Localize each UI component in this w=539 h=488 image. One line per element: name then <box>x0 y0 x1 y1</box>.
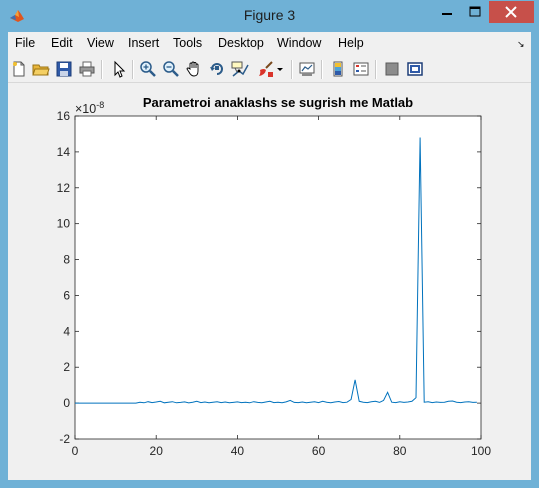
pan-hand-icon[interactable] <box>185 60 203 78</box>
axes-box[interactable] <box>74 115 482 440</box>
maximize-icon <box>469 6 481 17</box>
menu-tools[interactable]: Tools <box>173 36 203 50</box>
brush-dropdown-icon[interactable] <box>275 60 285 78</box>
window-title: Figure 3 <box>243 7 296 23</box>
toolbar-separator <box>375 60 377 79</box>
y-tick-label: -2 <box>59 432 70 446</box>
y-tick-label: 4 <box>63 324 70 338</box>
menu-help[interactable]: Help <box>338 36 364 50</box>
x-tick-label: 0 <box>72 444 79 458</box>
x-tick-label: 60 <box>312 444 326 458</box>
maximize-button[interactable] <box>461 1 489 23</box>
close-icon <box>505 6 517 18</box>
menu-insert[interactable]: Insert <box>128 36 160 50</box>
title-bar[interactable]: Figure 3 <box>0 0 539 32</box>
menu-edit[interactable]: Edit <box>51 36 73 50</box>
y-exponent-label: ×10-8 <box>75 100 104 116</box>
menu-bar: File Edit View Insert Tools Desktop Wind… <box>8 32 531 56</box>
toolbar-separator <box>132 60 134 79</box>
x-tick-label: 80 <box>393 444 407 458</box>
open-file-icon[interactable] <box>32 60 50 78</box>
minimize-button[interactable] <box>433 1 461 23</box>
edit-plot-arrow-icon[interactable] <box>110 60 128 78</box>
close-button[interactable] <box>489 1 534 23</box>
y-tick-label: 8 <box>63 253 70 267</box>
x-tick-label: 100 <box>471 444 491 458</box>
save-icon[interactable] <box>55 60 73 78</box>
menu-file[interactable]: File <box>15 36 36 50</box>
y-tick-label: 14 <box>57 145 71 159</box>
zoom-in-icon[interactable] <box>139 60 157 78</box>
menu-desktop[interactable]: Desktop <box>218 36 264 50</box>
colorbar-icon[interactable] <box>329 60 347 78</box>
menu-window[interactable]: Window <box>277 36 322 50</box>
x-axis: 0 20 40 60 80 100 <box>72 116 491 458</box>
toolbar-separator <box>321 60 323 79</box>
y-tick-label: 16 <box>57 109 71 123</box>
zoom-out-icon[interactable] <box>162 60 180 78</box>
toolbar-separator <box>101 60 103 79</box>
show-plot-tools-icon[interactable] <box>406 60 424 78</box>
matlab-logo-icon <box>10 10 24 22</box>
y-axis: -2 0 2 4 6 8 10 12 14 16 <box>57 109 481 446</box>
data-cursor-icon[interactable] <box>231 60 249 78</box>
figure-toolbar <box>8 56 531 83</box>
link-plot-icon[interactable] <box>298 60 316 78</box>
x-tick-label: 20 <box>150 444 164 458</box>
y-tick-label: 6 <box>63 288 70 302</box>
menu-view[interactable]: View <box>87 36 114 50</box>
print-icon[interactable] <box>78 60 96 78</box>
legend-icon[interactable] <box>352 60 370 78</box>
x-tick-label: 40 <box>231 444 245 458</box>
dock-arrow-icon[interactable]: ↘ <box>517 39 525 49</box>
hide-plot-tools-icon[interactable] <box>383 60 401 78</box>
rotate-3d-icon[interactable] <box>208 60 226 78</box>
toolbar-separator <box>291 60 293 79</box>
chart-title: Parametroi anaklashs se sugrish me Matla… <box>143 95 413 110</box>
y-tick-label: 12 <box>57 181 71 195</box>
figure-canvas: ×10-8 Parametroi anaklashs se sugrish me… <box>8 83 531 480</box>
window-bottom-border <box>0 480 539 488</box>
minimize-icon <box>442 13 452 15</box>
plot-svg[interactable]: ×10-8 Parametroi anaklashs se sugrish me… <box>8 83 531 480</box>
y-tick-label: 10 <box>57 217 71 231</box>
new-figure-icon[interactable] <box>10 60 28 78</box>
y-tick-label: 2 <box>63 360 70 374</box>
y-tick-label: 0 <box>63 396 70 410</box>
brush-icon[interactable] <box>256 60 274 78</box>
series-line[interactable] <box>75 137 477 404</box>
